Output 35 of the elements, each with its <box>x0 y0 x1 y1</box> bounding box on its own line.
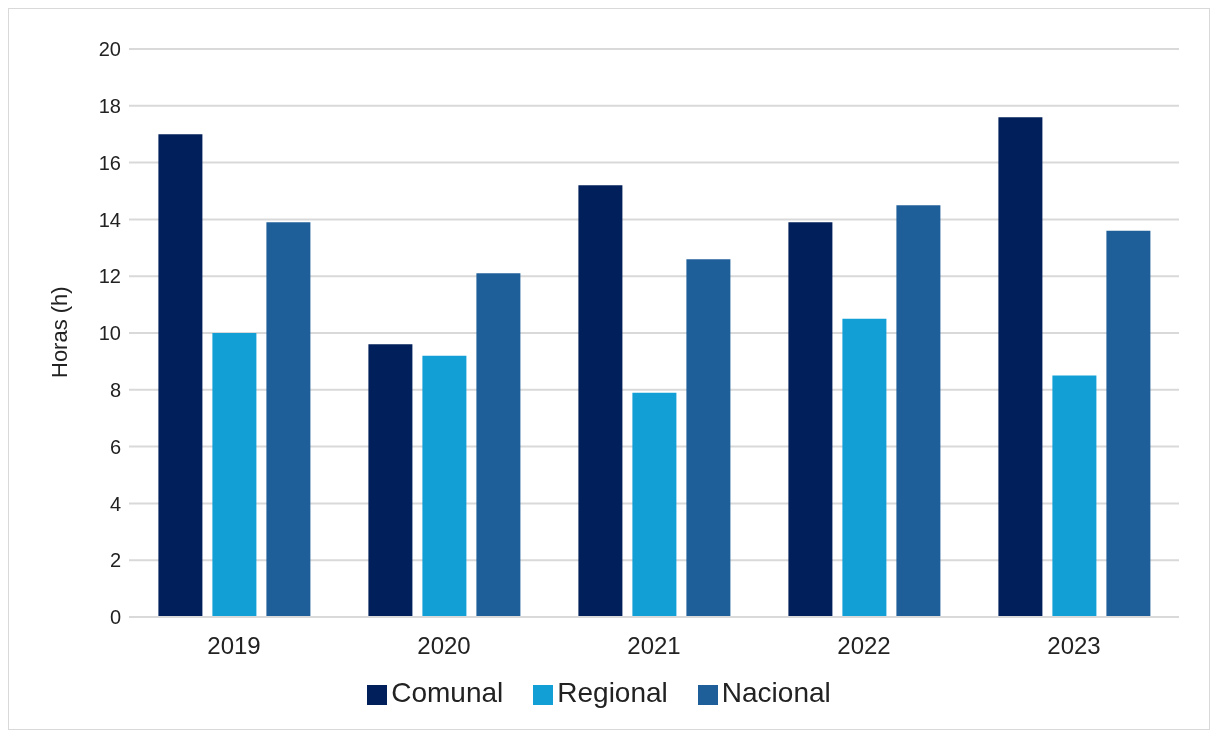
bar <box>842 318 887 617</box>
x-tick-label: 2019 <box>207 632 261 660</box>
legend-label: Regional <box>557 677 668 708</box>
y-tick-label: 0 <box>109 606 121 629</box>
x-tick-label: 2021 <box>627 632 681 660</box>
bar <box>368 344 413 617</box>
y-tick-label: 18 <box>98 94 121 117</box>
bar <box>686 259 731 617</box>
y-tick-label: 14 <box>98 208 121 231</box>
bar <box>1106 230 1151 617</box>
bar <box>578 185 623 617</box>
bar <box>896 205 941 617</box>
bar <box>422 355 467 617</box>
bar <box>476 273 521 617</box>
y-tick-label: 4 <box>109 492 121 515</box>
x-tick-label: 2020 <box>417 632 471 660</box>
bar <box>158 134 203 617</box>
x-tick-label: 2023 <box>1047 632 1101 660</box>
bar <box>632 392 677 617</box>
y-tick-label: 8 <box>109 378 121 401</box>
y-tick-label: 16 <box>98 151 121 174</box>
bar <box>788 222 833 617</box>
bar <box>998 117 1043 617</box>
bar <box>1052 375 1097 617</box>
y-tick-label: 6 <box>109 435 121 458</box>
x-tick-label: 2022 <box>837 632 891 660</box>
y-tick-label: 12 <box>98 265 121 288</box>
y-tick-label: 10 <box>98 322 121 345</box>
y-tick-label: 20 <box>98 38 121 61</box>
legend-label: Comunal <box>391 677 504 708</box>
y-axis-title: Horas (h) <box>46 286 72 378</box>
legend-label: Nacional <box>721 677 831 708</box>
bar <box>212 333 257 617</box>
bar <box>266 222 311 617</box>
y-tick-label: 2 <box>109 549 121 572</box>
